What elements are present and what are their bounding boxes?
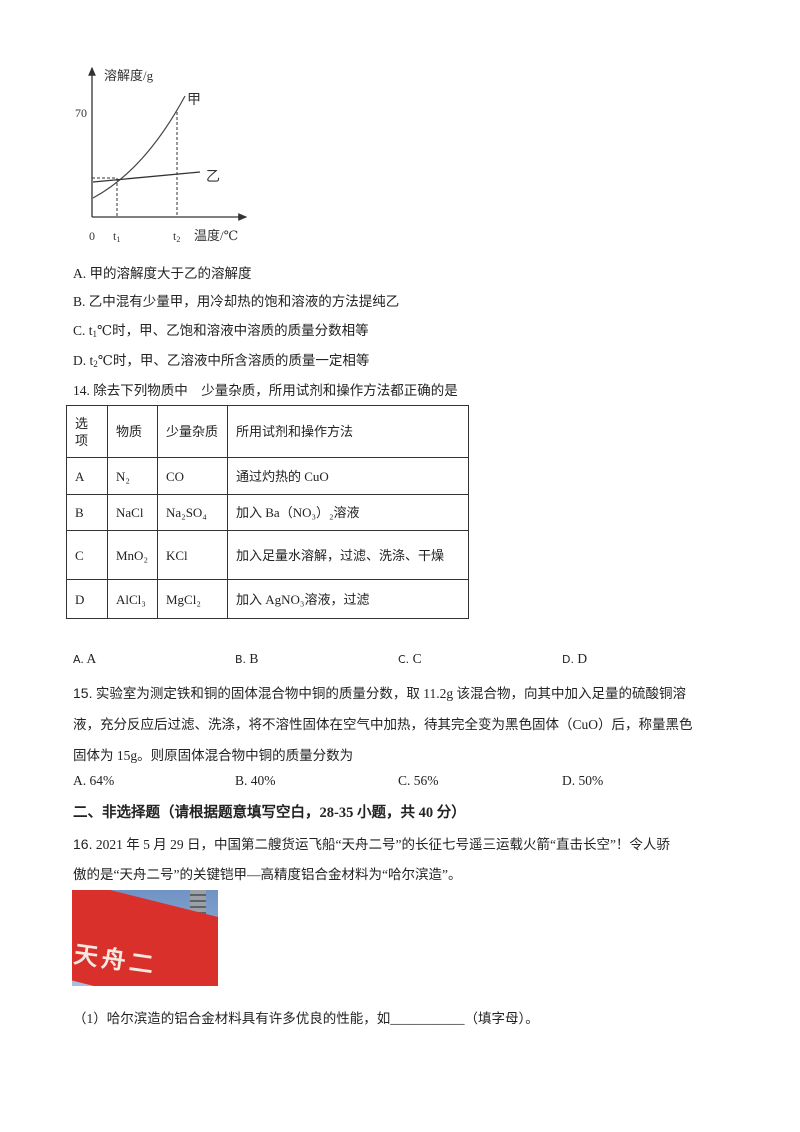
q13-option-b: B. 乙中混有少量甲，用冷却热的饱和溶液的方法提纯乙 [73,294,400,309]
q14-stem: 14. 除去下列物质中 少量杂质，所用试剂和操作方法都正确的是 [73,383,458,398]
q14-option-d: D. D [562,651,588,666]
q15-option-d: D. 50% [562,773,604,788]
header-cell: 少量杂质 [157,405,228,458]
x-tick-t1: t1 [113,229,120,244]
cell: Na₂SO₄ [157,494,228,531]
q14-option-b: B. B [235,651,259,666]
cell: A [66,457,108,495]
q15-line-3: 固体为 15g。则原固体混合物中铜的质量分数为 [73,748,354,763]
table-row: C MnO₂ KCl 加入足量水溶解，过滤、洗涤、干燥 [66,530,469,580]
cell: KCl [157,530,228,580]
cell: NaCl [107,494,158,531]
cell: 加入 AgNO₃溶液，过滤 [227,579,469,619]
q13-option-d: D. t2℃时，甲、乙溶液中所含溶质的质量一定相等 [73,353,370,369]
q14-table: 选项 物质 少量杂质 所用试剂和操作方法 A N₂ CO 通过灼热的 CuO B NaC… [66,405,469,619]
section-2-title: 二、非选择题（请根据题意填写空白，28-35 小题，共 40 分） [73,805,466,821]
cell: MnO₂ [107,530,158,580]
cell: B [66,494,108,531]
q14-option-c: C. C [398,651,422,666]
table-row: A N₂ CO 通过灼热的 CuO [66,457,469,495]
table-row: B NaCl Na₂SO₄ 加入 Ba（NO₃）₂溶液 [66,494,469,531]
x-axis-label: 温度/℃ [194,228,238,243]
table-header-row: 选项 物质 少量杂质 所用试剂和操作方法 [66,405,469,458]
q15-line-1: 15. 实验室为测定铁和铜的固体混合物中铜的质量分数，取 11.2g 该混合物，… [73,685,686,701]
x-tick-t2: t2 [173,229,180,244]
q15-option-a: A. 64% [73,773,115,788]
cell: 通过灼热的 CuO [227,457,469,495]
cell: AlCl₃ [107,579,158,619]
q16-line-2: 傲的是“天舟二号”的关键铠甲—高精度铝合金材料为“哈尔滨造”。 [73,867,462,882]
y-axis-label: 溶解度/g [104,68,154,83]
header-cell: 所用试剂和操作方法 [227,405,469,458]
label-jia: 甲 [187,93,201,108]
cell: CO [157,457,228,495]
table-row: D AlCl₃ MgCl₂ 加入 AgNO₃溶液，过滤 [66,579,469,619]
cell: MgCl₂ [157,579,228,619]
cell: C [66,530,108,580]
cell: D [66,579,108,619]
header-cell: 物质 [107,405,158,458]
q16-line-1: 16. 2021 年 5 月 29 日，中国第二艘货运飞船“天舟二号”的长征七号… [73,836,670,852]
q15-option-c: C. 56% [398,773,439,788]
cell: 加入足量水溶解，过滤、洗涤、干燥 [227,530,469,580]
q14-option-a: A. A [73,651,97,666]
line-yi [92,171,201,183]
cell: N₂ [107,457,158,495]
header-cell: 选项 [66,405,108,458]
q13-option-c: C. t1℃时，甲、乙饱和溶液中溶质的质量分数相等 [73,323,369,339]
q13-option-a: A. 甲的溶解度大于乙的溶解度 [73,266,252,281]
q16-sub-question-1: （1）哈尔滨造的铝合金材料具有许多优良的性能，如___________（填字母）… [73,1011,539,1026]
solubility-graph: 溶解度/g 70 甲 乙 0 t1 t2 温度/℃ [75,66,248,244]
x-tick-0: 0 [89,229,95,243]
q15-option-b: B. 40% [235,773,276,788]
label-yi: 乙 [206,169,220,185]
y-tick-70: 70 [75,106,87,120]
cell: 加入 Ba（NO₃）₂溶液 [227,494,469,531]
rocket-flag-photo: 天舟二 [72,890,218,986]
q15-line-2: 液，充分反应后过滤、洗涤，将不溶性固体在空气中加热，待其完全变为黑色固体（CuO… [73,717,693,732]
curve-jia [92,95,186,199]
